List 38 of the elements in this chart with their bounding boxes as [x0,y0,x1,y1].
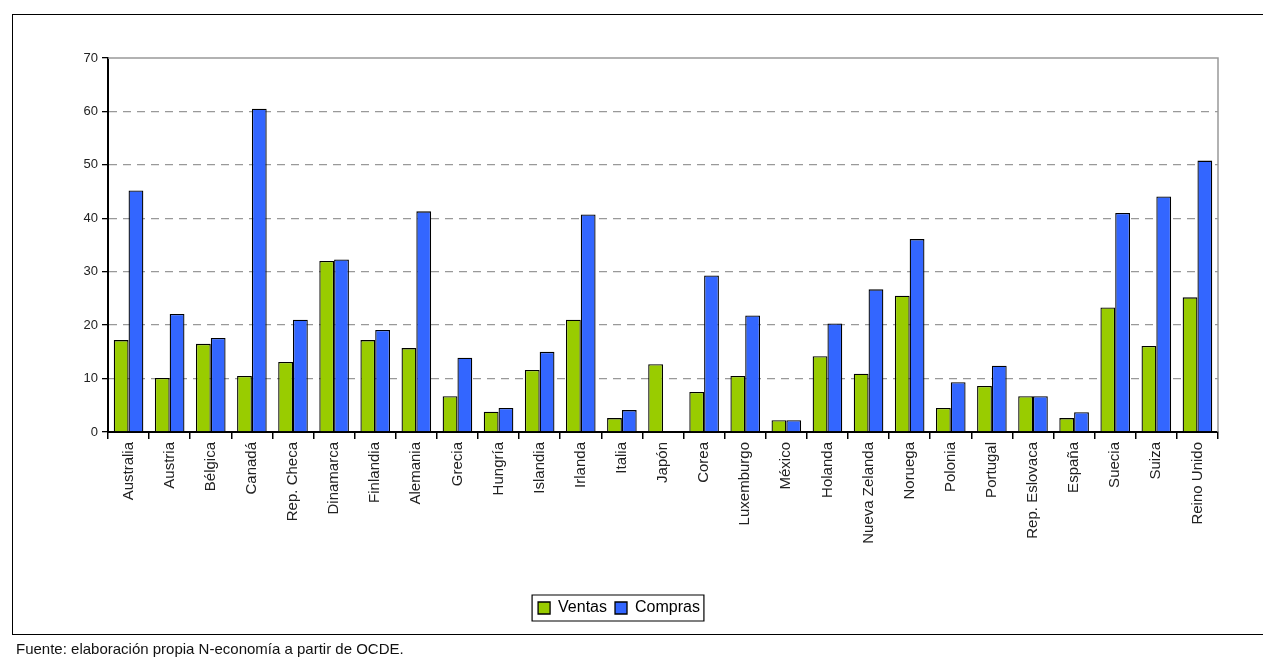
x-tick-label: Finlandia [365,441,383,503]
x-tick-label: Bélgica [200,441,218,492]
x-tick-label: Portugal [982,442,1000,498]
y-tick-label: 50 [83,156,98,172]
x-tick-label: México [776,442,794,490]
x-tick-label: Luxemburgo [735,442,753,526]
y-tick-label: 10 [83,370,98,386]
x-tick-label: Austria [159,441,177,489]
x-tick-label: Rep. Eslovaca [1023,441,1041,539]
y-tick-label: 0 [90,423,98,439]
x-tick-label: España [1064,441,1082,493]
x-tick-label: Japón [653,442,671,483]
x-tick-label: Canadá [242,441,260,495]
x-tick-label: Dinamarca [324,441,342,515]
x-tick-label: Rep. Checa [283,441,301,522]
x-tick-label: Italia [612,441,630,474]
x-tick-label: Corea [694,441,712,483]
y-tick-label: 70 [83,49,98,65]
legend-label: Ventas [558,598,608,616]
x-tick-label: Australia [118,441,136,501]
x-tick-label: Islandia [529,441,547,494]
x-tick-label: Polonia [940,441,958,493]
y-tick-label: 30 [83,263,98,279]
legend-label: Compras [635,598,700,616]
x-tick-label: Alemania [406,441,424,505]
x-tick-label: Irlanda [570,441,588,488]
y-tick-label: 40 [83,209,98,225]
y-tick-label: 20 [83,316,98,332]
x-tick-label: Holanda [817,441,835,498]
y-tick-label: 60 [83,103,98,119]
x-tick-label: Suecia [1105,441,1123,488]
x-tick-label: Suiza [1146,441,1164,480]
source-note: Fuente: elaboración propia N-economía a partir de OCDE. [16,640,404,657]
x-tick-label: Hungría [488,441,506,496]
x-tick-label: Noruega [899,441,917,500]
x-tick-label: Reino Unido [1187,442,1205,525]
x-tick-label: Nueva Zelanda [858,441,876,544]
x-tick-label: Grecia [447,441,465,487]
